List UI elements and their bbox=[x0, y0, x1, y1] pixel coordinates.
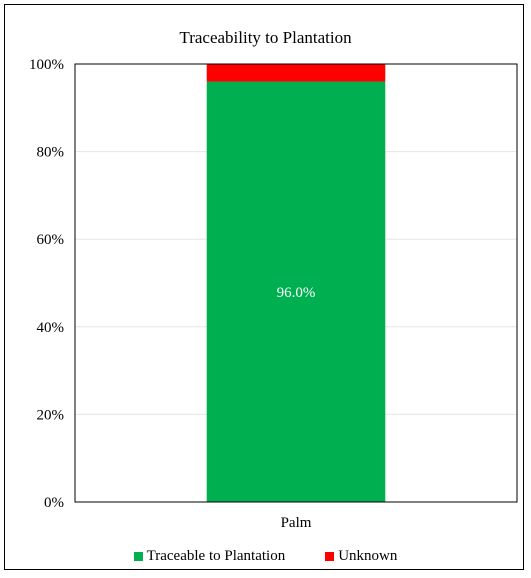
y-tick-label: 60% bbox=[37, 232, 65, 248]
legend-swatch-unknown bbox=[325, 552, 335, 561]
plot-area-border bbox=[74, 63, 518, 503]
chart-title: Traceability to Plantation bbox=[179, 28, 352, 47]
x-tick-labels: Palm bbox=[281, 515, 312, 531]
legend-swatch-traceable bbox=[133, 552, 143, 561]
legend-item-traceable: Traceable to Plantation bbox=[133, 548, 286, 565]
legend-label-traceable: Traceable to Plantation bbox=[146, 548, 286, 564]
y-tick-label: 20% bbox=[37, 407, 65, 423]
legend-item-unknown: Unknown bbox=[325, 548, 397, 565]
y-tick-label: 100% bbox=[29, 57, 64, 73]
x-tick-label: Palm bbox=[281, 515, 312, 531]
y-tick-label: 0% bbox=[44, 495, 64, 511]
y-tick-label: 40% bbox=[37, 320, 65, 336]
data-labels: 96.0% bbox=[277, 285, 316, 301]
y-tick-label: 80% bbox=[37, 145, 65, 161]
bars bbox=[206, 64, 386, 503]
y-tick-labels: 0% 20% 40% 60% 80% 100% bbox=[29, 57, 64, 511]
legend-label-unknown: Unknown bbox=[338, 548, 398, 564]
bar-segment-unknown bbox=[206, 64, 386, 82]
legend: Traceable to Plantation Unknown bbox=[0, 548, 531, 565]
bar-segment-traceable bbox=[206, 81, 386, 503]
data-label: 96.0% bbox=[277, 285, 316, 301]
